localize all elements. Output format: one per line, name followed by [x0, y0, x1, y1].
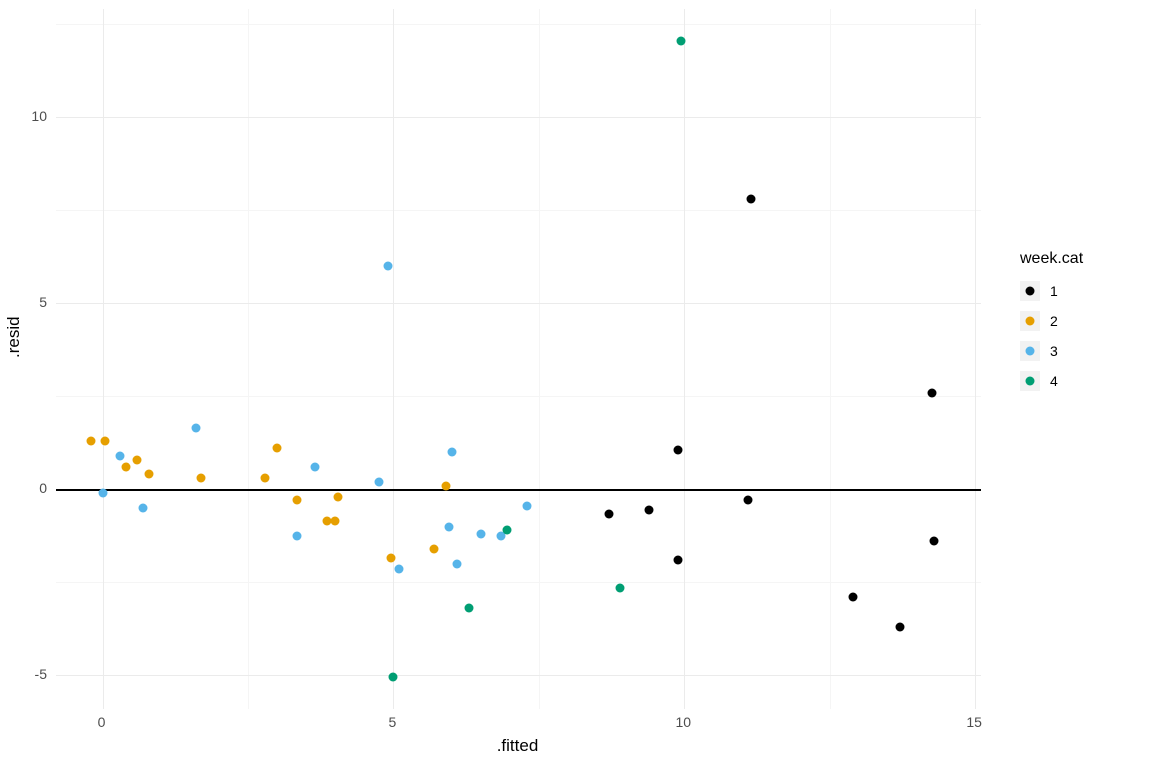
- data-point: [389, 673, 398, 682]
- data-point: [395, 565, 404, 574]
- x-tick-label: 5: [389, 714, 397, 730]
- data-point: [310, 462, 319, 471]
- data-point: [674, 446, 683, 455]
- data-point: [139, 503, 148, 512]
- plot-panel: [55, 8, 982, 710]
- data-point: [465, 604, 474, 613]
- data-point: [604, 509, 613, 518]
- gridline-v: [975, 9, 976, 709]
- legend-item: 3: [1020, 336, 1083, 366]
- gridline-h: [56, 117, 981, 118]
- data-point: [374, 477, 383, 486]
- legend-title: week.cat: [1020, 250, 1083, 268]
- data-point: [927, 388, 936, 397]
- data-point: [197, 474, 206, 483]
- data-point: [293, 531, 302, 540]
- legend-dot-icon: [1026, 317, 1035, 326]
- legend: week.cat 1 2 3 4: [1020, 250, 1083, 396]
- data-point: [145, 470, 154, 479]
- y-axis-title: .resid: [4, 316, 24, 358]
- legend-key: [1020, 311, 1040, 331]
- data-point: [293, 496, 302, 505]
- data-point: [447, 448, 456, 457]
- legend-dot-icon: [1026, 347, 1035, 356]
- legend-item: 4: [1020, 366, 1083, 396]
- data-point: [115, 451, 124, 460]
- data-point: [101, 436, 110, 445]
- data-point: [133, 455, 142, 464]
- data-point: [331, 516, 340, 525]
- y-tick-label: 10: [31, 108, 47, 124]
- data-point: [523, 502, 532, 511]
- data-point: [895, 623, 904, 632]
- gridline-v: [103, 9, 104, 709]
- legend-dot-icon: [1026, 287, 1035, 296]
- legend-key: [1020, 281, 1040, 301]
- legend-label: 4: [1050, 373, 1058, 389]
- data-point: [273, 444, 282, 453]
- data-point: [747, 194, 756, 203]
- legend-key: [1020, 371, 1040, 391]
- legend-key: [1020, 341, 1040, 361]
- data-point: [322, 516, 331, 525]
- legend-label: 3: [1050, 343, 1058, 359]
- legend-label: 2: [1050, 313, 1058, 329]
- legend-item: 1: [1020, 276, 1083, 306]
- data-point: [191, 423, 200, 432]
- minor-gridline-h: [56, 582, 981, 583]
- x-tick-label: 0: [98, 714, 106, 730]
- scatter-chart: .fitted .resid week.cat 1 2 3 4 0 5 10 15 -5 0 5 1…: [0, 0, 1152, 768]
- gridline-h: [56, 675, 981, 676]
- data-point: [645, 505, 654, 514]
- x-tick-label: 10: [676, 714, 692, 730]
- minor-gridline-v: [539, 9, 540, 709]
- y-tick-label: 5: [39, 294, 47, 310]
- x-axis-title: .fitted: [497, 736, 539, 756]
- gridline-h: [56, 303, 981, 304]
- data-point: [86, 436, 95, 445]
- data-point: [386, 554, 395, 563]
- gridline-v: [684, 9, 685, 709]
- x-tick-label: 15: [966, 714, 982, 730]
- minor-gridline-v: [830, 9, 831, 709]
- y-tick-label: -5: [35, 666, 47, 682]
- legend-item: 2: [1020, 306, 1083, 336]
- data-point: [674, 556, 683, 565]
- data-point: [430, 544, 439, 553]
- data-point: [261, 474, 270, 483]
- data-point: [444, 522, 453, 531]
- minor-gridline-h: [56, 24, 981, 25]
- minor-gridline-h: [56, 210, 981, 211]
- data-point: [744, 496, 753, 505]
- data-point: [677, 36, 686, 45]
- data-point: [334, 492, 343, 501]
- minor-gridline-v: [248, 9, 249, 709]
- data-point: [616, 583, 625, 592]
- data-point: [383, 261, 392, 270]
- legend-dot-icon: [1026, 377, 1035, 386]
- y-tick-label: 0: [39, 480, 47, 496]
- data-point: [453, 559, 462, 568]
- data-point: [98, 489, 107, 498]
- minor-gridline-h: [56, 396, 981, 397]
- data-point: [441, 481, 450, 490]
- gridline-v: [393, 9, 394, 709]
- data-point: [476, 530, 485, 539]
- data-point: [849, 593, 858, 602]
- legend-label: 1: [1050, 283, 1058, 299]
- reference-line: [56, 489, 981, 491]
- data-point: [121, 462, 130, 471]
- data-point: [930, 537, 939, 546]
- data-point: [502, 526, 511, 535]
